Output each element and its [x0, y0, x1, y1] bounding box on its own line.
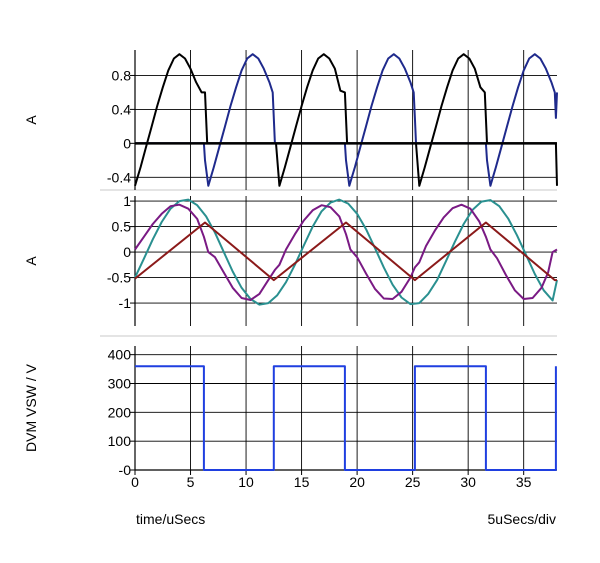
x-tick-label: 35: [516, 474, 532, 490]
y-tick-label: -1: [119, 295, 132, 311]
x-axis-label: time/uSecs: [136, 511, 206, 527]
x-tick-label: 15: [294, 474, 310, 490]
series-line: [134, 221, 557, 282]
time-per-division-label: 5uSecs/div: [487, 511, 556, 527]
y-tick-label: 0.4: [112, 101, 132, 117]
y-tick-label: 400: [108, 347, 132, 363]
y-tick-label: -0: [119, 462, 132, 478]
y-tick-label: 100: [108, 433, 132, 449]
series-line: [134, 198, 558, 306]
x-tick-label: 30: [460, 474, 476, 490]
series-line: [134, 53, 558, 187]
y-tick-label: 0: [123, 244, 131, 260]
x-tick-label: 25: [405, 474, 421, 490]
y-axis-title: DVM VSW / V: [23, 363, 39, 452]
y-tick-label: 0.5: [112, 219, 132, 235]
y-tick-label: -0.5: [107, 270, 131, 286]
y-tick-label: 300: [108, 375, 132, 391]
y-axis-title: A: [23, 256, 39, 266]
y-tick-label: 0: [123, 135, 131, 151]
y-tick-label: 1: [123, 193, 131, 209]
y-tick-label: -0.4: [107, 169, 131, 185]
x-tick-label: 5: [187, 474, 195, 490]
series-line: [135, 365, 557, 471]
y-tick-label: 0.8: [112, 67, 132, 83]
series-line: [135, 53, 558, 187]
y-tick-label: 200: [108, 404, 132, 420]
x-tick-label: 20: [349, 474, 365, 490]
x-tick-label: 10: [238, 474, 254, 490]
x-tick-label: 0: [131, 474, 139, 490]
series-line: [134, 203, 558, 301]
y-axis-title: A: [23, 115, 39, 125]
